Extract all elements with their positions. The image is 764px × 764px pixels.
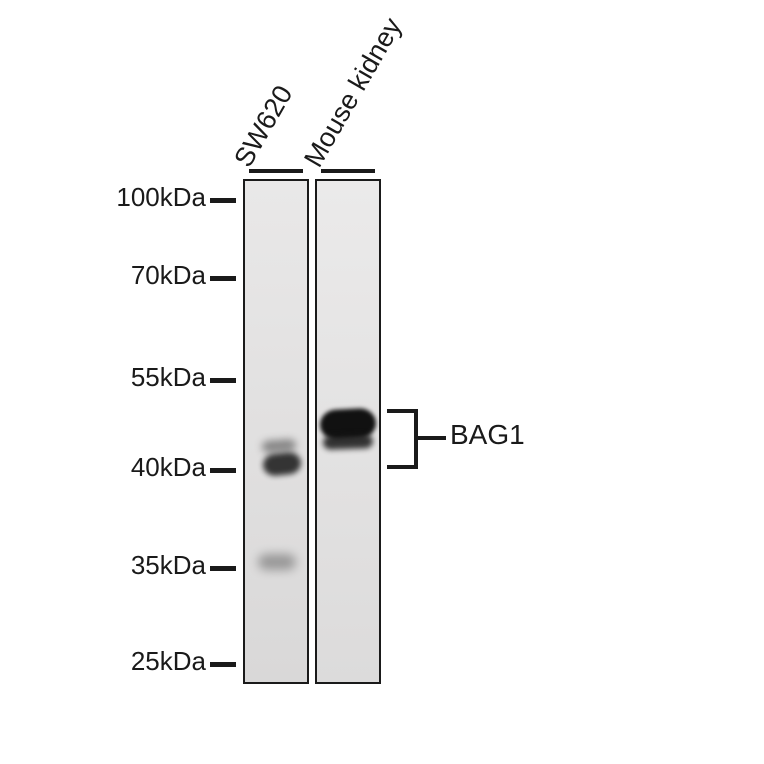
lane-header-underline: [249, 169, 303, 173]
blot-band: [262, 439, 297, 453]
lane-header-label: Mouse kidney: [298, 13, 408, 173]
target-label: BAG1: [450, 419, 525, 451]
mw-marker-label: 55kDa: [131, 362, 206, 393]
mw-marker-tick: [210, 378, 236, 383]
western-blot-figure: 100kDa 70kDa 55kDa 40kDa 35kDa 25kDa SW620Mou…: [0, 0, 764, 764]
target-bracket-line: [418, 436, 446, 440]
mw-marker-label: 40kDa: [131, 452, 206, 483]
mw-marker-tick: [210, 198, 236, 203]
mw-marker-tick: [210, 566, 236, 571]
blot-band: [323, 434, 373, 450]
mw-marker-tick: [210, 662, 236, 667]
mw-marker-label: 100kDa: [116, 182, 206, 213]
blot-band: [258, 554, 296, 570]
mw-marker-label: 35kDa: [131, 550, 206, 581]
lane-header-underline: [321, 169, 375, 173]
mw-marker-label: 70kDa: [131, 260, 206, 291]
gel-lane: [243, 179, 309, 684]
blot-band: [319, 408, 376, 441]
mw-marker-tick: [210, 276, 236, 281]
blot-band: [262, 451, 303, 477]
lane-header-label: SW620: [228, 80, 299, 172]
mw-marker-tick: [210, 468, 236, 473]
gel-lane: [315, 179, 381, 684]
mw-marker-label: 25kDa: [131, 646, 206, 677]
